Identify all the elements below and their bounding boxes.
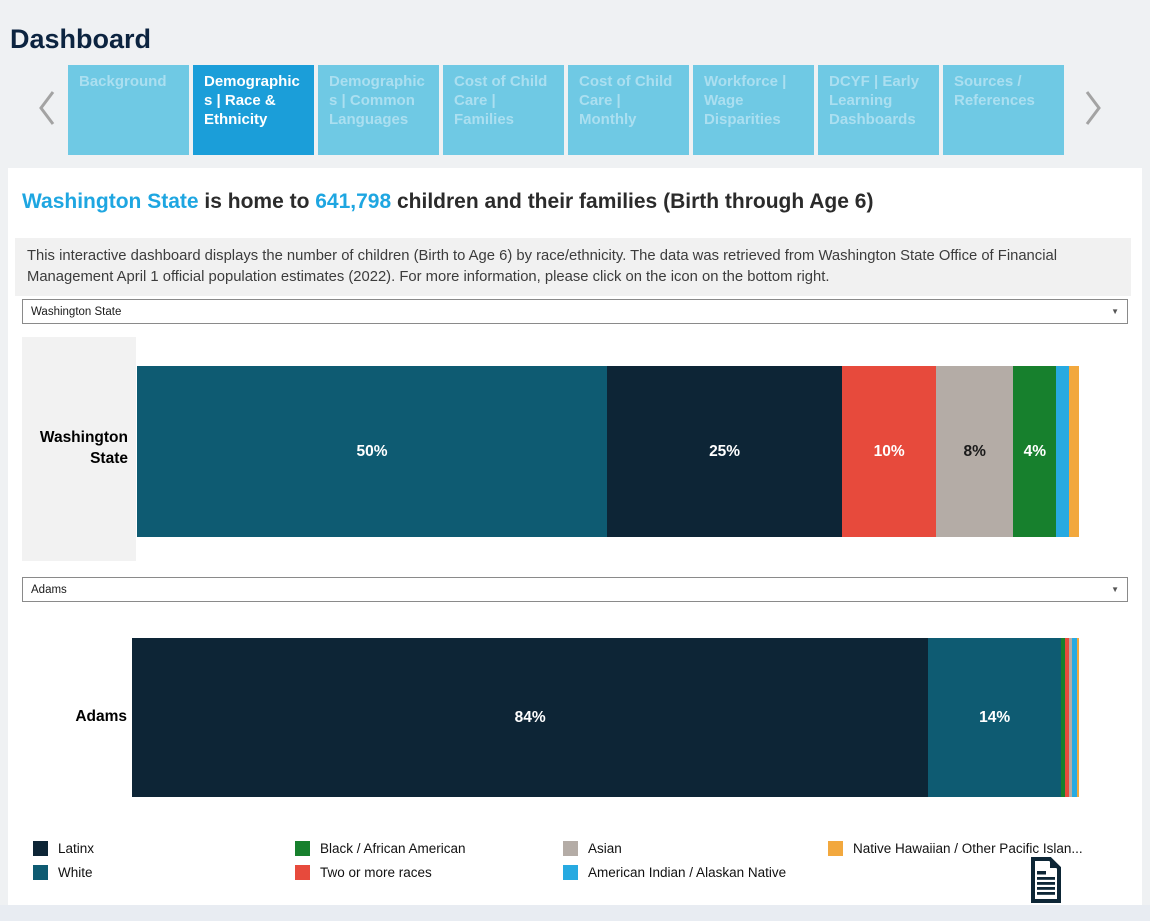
bar-segment-value-label: 25% [709, 442, 741, 460]
tab-strip: Background Demographics | Race & Ethnicit… [68, 65, 1064, 155]
tab-cost-of-child-care-monthly[interactable]: Cost of Child Care | Monthly [568, 65, 689, 155]
tab-sources-references[interactable]: Sources / References [943, 65, 1064, 155]
chart-legend: Latinx White Black / African American Two o… [33, 836, 1083, 884]
legend-item-two-or-more-races[interactable]: Two or more races [295, 860, 563, 884]
bar-segment-native-hawaiian-other-pacific-islander[interactable] [1077, 638, 1079, 797]
legend-item-asian[interactable]: Asian [563, 836, 828, 860]
report-headline: Washington State is home to 641,798 chil… [22, 190, 873, 214]
bar-segment-white[interactable]: 14% [928, 638, 1061, 797]
legend-label: Two or more races [320, 864, 432, 880]
legend-item-black-african-american[interactable]: Black / African American [295, 836, 563, 860]
bar-segment-american-indian-alaskan-native[interactable] [1056, 366, 1069, 537]
legend-column: Black / African American Two or more race… [295, 836, 563, 884]
bar-segment-white[interactable]: 50% [137, 366, 608, 537]
tabs-prev-button[interactable] [34, 86, 60, 134]
tab-cost-of-child-care-families[interactable]: Cost of Child Care | Families [443, 65, 564, 155]
state-select-value: Washington State [31, 305, 122, 318]
headline-mid: is home to [198, 190, 316, 213]
county-select[interactable]: Adams ▼ [22, 577, 1128, 602]
legend-label: Native Hawaiian / Other Pacific Islan... [853, 840, 1083, 856]
chart2-stacked-bar: 84% 14% [132, 638, 1079, 797]
bar-segment-value-label: 50% [356, 442, 388, 460]
legend-label: Black / African American [320, 840, 466, 856]
headline-count: 641,798 [315, 190, 392, 213]
bar-segment-value-label: 8% [963, 442, 986, 460]
legend-column: Asian American Indian / Alaskan Native [563, 836, 828, 884]
bar-segment-native-hawaiian-other-pacific-islander[interactable] [1068, 366, 1079, 537]
bar-segment-two-or-more-races[interactable] [1064, 638, 1069, 797]
chart2-row-label: Adams [75, 708, 127, 726]
legend-item-latinx[interactable]: Latinx [33, 836, 295, 860]
tab-demographics-race-ethnicity[interactable]: Demographics | Race & Ethnicity [193, 65, 314, 155]
legend-label: Asian [588, 840, 622, 856]
bar-segment-value-label: 10% [873, 442, 905, 460]
page-title: Dashboard [10, 24, 152, 55]
chart1-row-label: Washington State [39, 429, 128, 467]
tab-dcyf-early-learning-dashboards[interactable]: DCYF | Early Learning Dashboards [818, 65, 939, 155]
content-panel: Washington State is home to 641,798 chil… [8, 168, 1142, 905]
caret-down-icon: ▼ [1111, 307, 1119, 316]
bar-segment-value-label: 84% [514, 708, 546, 726]
legend-swatch [295, 840, 310, 856]
legend-swatch [563, 864, 578, 880]
legend-item-american-indian-alaskan-native[interactable]: American Indian / Alaskan Native [563, 860, 828, 884]
chevron-right-icon [1082, 88, 1104, 133]
legend-column: Latinx White [33, 836, 295, 884]
chevron-left-icon [36, 88, 58, 133]
tabs-next-button[interactable] [1080, 86, 1106, 134]
bar-segment-black-african-american[interactable]: 4% [1013, 366, 1057, 537]
bar-segment-latinx[interactable]: 84% [132, 638, 929, 797]
bar-segment-asian[interactable]: 8% [936, 366, 1014, 537]
bar-segment-two-or-more-races[interactable]: 10% [842, 366, 937, 537]
legend-swatch [828, 840, 843, 856]
chart1-stacked-bar: 50% 25% 10% 8% 4% [137, 366, 1079, 537]
caret-down-icon: ▼ [1111, 585, 1119, 594]
tab-workforce-wage-disparities[interactable]: Workforce | Wage Disparities [693, 65, 814, 155]
bar-segment-black-african-american[interactable] [1061, 638, 1065, 797]
bar-segment-latinx[interactable]: 25% [607, 366, 843, 537]
legend-column: Native Hawaiian / Other Pacific Islan... [828, 836, 1083, 884]
dashboard-description: This interactive dashboard displays the … [15, 238, 1131, 296]
state-select[interactable]: Washington State ▼ [22, 299, 1128, 324]
bar-segment-value-label: 4% [1023, 442, 1047, 460]
headline-rest: children and their families (Birth throu… [391, 190, 874, 213]
headline-state: Washington State [22, 190, 199, 213]
legend-swatch [33, 840, 48, 856]
county-select-value: Adams [31, 583, 67, 596]
bar-segment-american-indian-alaskan-native[interactable] [1072, 638, 1078, 797]
legend-swatch [563, 840, 578, 856]
legend-label: White [58, 864, 93, 880]
legend-swatch [33, 864, 48, 880]
bar-segment-value-label: 14% [979, 708, 1011, 726]
tab-background[interactable]: Background [68, 65, 189, 155]
chart1-row-header-background [22, 337, 136, 561]
tab-demographics-common-languages[interactable]: Demographics | Common Languages [318, 65, 439, 155]
document-info-icon[interactable] [1030, 856, 1062, 904]
legend-swatch [295, 864, 310, 880]
legend-item-native-hawaiian-other-pacific-islan[interactable]: Native Hawaiian / Other Pacific Islan... [828, 836, 1083, 860]
legend-label: Latinx [58, 840, 95, 856]
page-footer-strip [0, 905, 1150, 921]
legend-item-white[interactable]: White [33, 860, 295, 884]
legend-label: American Indian / Alaskan Native [588, 864, 787, 880]
bar-segment-asian[interactable] [1068, 638, 1072, 797]
